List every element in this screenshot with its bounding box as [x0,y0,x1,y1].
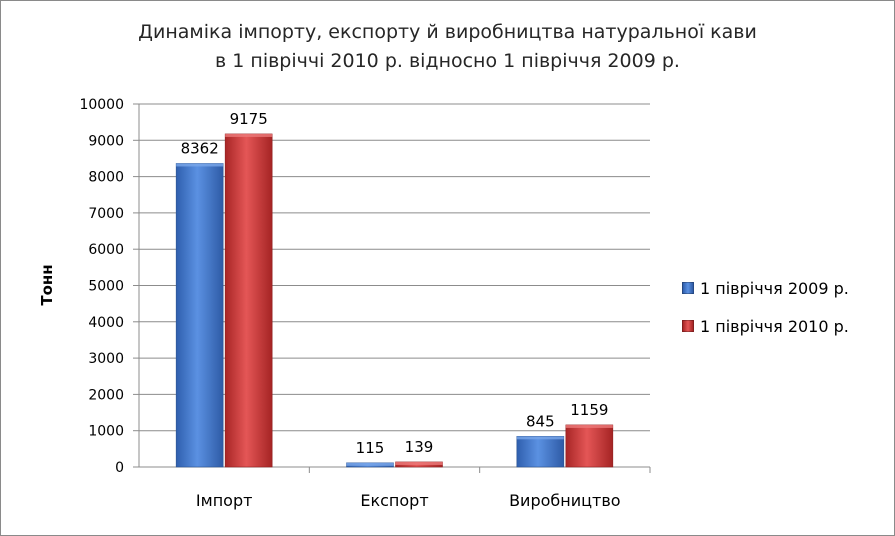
y-tick-label-7000: 7000 [88,206,124,222]
y-tick-label-5000: 5000 [88,279,124,295]
bar-cap-2-series-0 [516,436,564,440]
y-tick-label-8000: 8000 [88,170,124,186]
legend-swatch-2010 [682,320,694,332]
data-label-0-series-1: 9175 [230,110,268,128]
bar-cap-0-series-0 [176,163,224,167]
chart-title-line-2: в 1 півріччі 2010 р. відносно 1 півріччя… [215,50,680,72]
legend-label-2010: 1 півріччя 2010 р. [700,316,849,336]
y-tick-label-1000: 1000 [88,424,124,440]
legend-item-2009: 1 півріччя 2009 р. [682,278,849,298]
axes [133,103,651,473]
legend-item-2010: 1 півріччя 2010 р. [682,316,849,336]
legend-label-2009: 1 півріччя 2009 р. [700,278,849,298]
bar-cap-0-series-1 [225,133,273,137]
data-label-2-series-0: 845 [526,412,555,430]
y-tick-label-9000: 9000 [88,133,124,149]
bars [175,133,614,468]
data-label-1-series-1: 139 [405,438,434,456]
bar-2-series-1 [565,424,614,468]
chart-title-line-1: Динаміка імпорту, експорту й виробництва… [138,21,757,43]
chart-title: Динаміка імпорту, експорту й виробництва… [0,18,895,76]
data-label-1-series-0: 115 [356,439,385,457]
bar-0-series-1 [224,133,273,468]
y-tick-label-3000: 3000 [88,351,124,367]
y-tick-label-2000: 2000 [88,387,124,403]
y-tick-label-0: 0 [115,460,124,476]
x-category-label-2: Виробництво [509,491,620,510]
y-tick-label-10000: 10000 [79,97,124,113]
x-category-label-1: Експорт [360,491,428,510]
bar-0-series-0 [175,163,224,468]
x-category-label-0: Імпорт [196,491,253,510]
bar-cap-1-series-1 [395,461,443,465]
grid-lines [139,103,650,432]
legend: 1 півріччя 2009 р. 1 півріччя 2010 р. [682,278,849,354]
labels: 0 1000 2000 3000 4000 5000 6000 7000 8000 9000 100… [79,97,620,510]
y-tick-label-4000: 4000 [88,315,124,331]
bar-2-series-0 [516,436,565,468]
data-label-2-series-1: 1159 [570,401,608,419]
legend-swatch-2009 [682,282,694,294]
y-tick-label-6000: 6000 [88,242,124,258]
bar-cap-2-series-1 [565,424,613,428]
bar-cap-1-series-0 [346,462,394,466]
data-label-0-series-0: 8362 [181,139,219,157]
